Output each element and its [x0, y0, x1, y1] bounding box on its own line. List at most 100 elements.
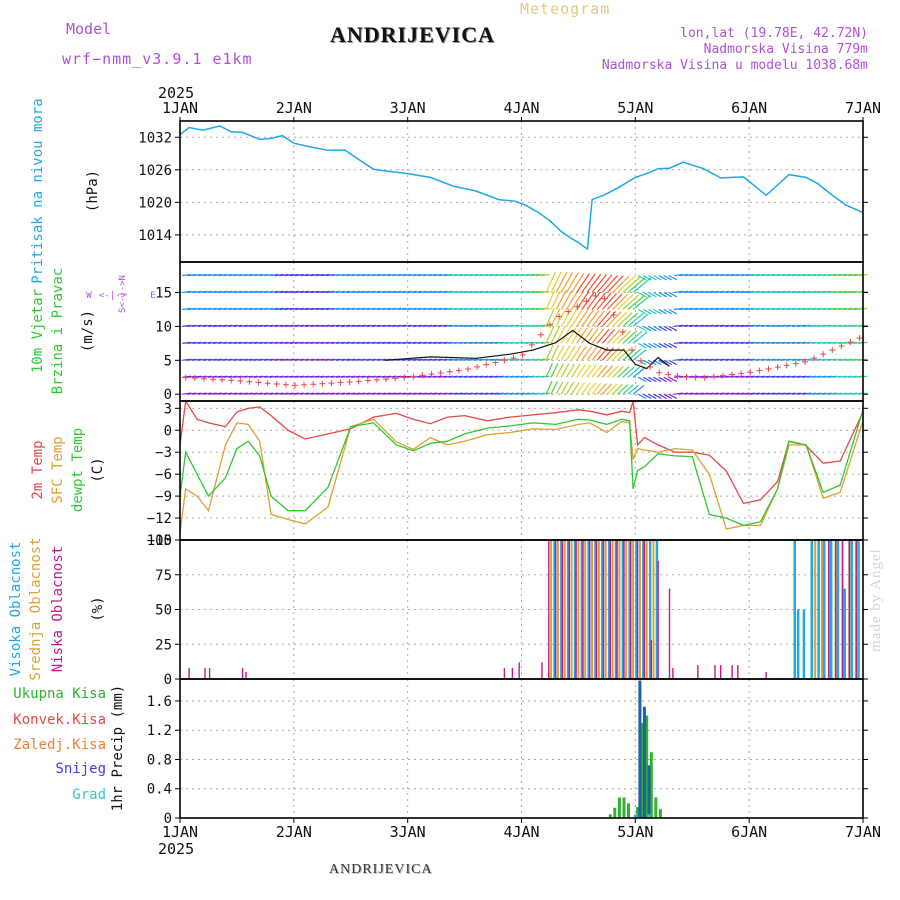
bar-niska-oblacnost	[616, 540, 618, 679]
bar-visoka-oblacnost	[648, 540, 652, 679]
wind-barb	[515, 273, 525, 277]
wind-barb	[218, 324, 228, 327]
bar-niska-oblacnost	[208, 667, 211, 679]
compass-arrow: <-|->	[99, 291, 127, 301]
wind-barb	[269, 341, 279, 344]
wind-barb	[346, 290, 356, 294]
wind-barb	[591, 292, 606, 310]
wind-barb	[761, 375, 771, 378]
bar-ukupna-kisa	[617, 797, 621, 818]
x-tick-label-bottom: 3JAN	[390, 823, 426, 841]
wind-barb	[571, 327, 583, 344]
wind-barb	[243, 307, 253, 311]
wind-barb	[781, 307, 791, 311]
wind-barb	[192, 375, 202, 378]
wind-barb	[576, 345, 587, 361]
wind-barb	[643, 291, 652, 298]
x-tick-label-top: 3JAN	[390, 99, 426, 117]
wind-barb	[545, 326, 555, 344]
wind-barb	[223, 375, 233, 378]
wind-barb	[207, 341, 217, 344]
wind-barb	[422, 324, 433, 327]
wind-barb	[540, 273, 550, 277]
wind-barb	[560, 290, 573, 310]
wind-barb	[428, 358, 438, 361]
wind-barb	[433, 290, 443, 294]
wind-barb	[387, 273, 397, 277]
y-tick-label: 1014	[138, 228, 172, 244]
wind-barb	[720, 375, 730, 378]
wind-barb	[550, 308, 561, 327]
wind-barb	[279, 358, 289, 361]
wind-barb	[366, 290, 376, 294]
wind-barb	[463, 341, 473, 344]
wind-barb	[484, 358, 494, 361]
wind-barb	[755, 324, 765, 327]
wind-barb	[750, 358, 760, 361]
wind-barb	[827, 290, 837, 294]
wind-barb	[294, 307, 304, 311]
wind-barb	[253, 307, 263, 311]
wind-barb	[643, 359, 652, 366]
wind-barb	[433, 341, 443, 344]
wind-barb	[535, 324, 545, 327]
wind-barb	[807, 392, 817, 395]
bar-srednja-oblacnost	[611, 540, 614, 679]
wind-barb	[591, 328, 605, 344]
wind-barb	[453, 307, 463, 311]
wind-barb	[658, 291, 667, 298]
wind-barb	[550, 363, 559, 378]
wind-barb	[356, 307, 366, 311]
wind-barb	[827, 324, 837, 327]
wind-barb	[356, 341, 366, 344]
wind-barb	[264, 358, 274, 361]
wind-barb	[555, 308, 567, 327]
wind-barb	[591, 346, 604, 361]
wind-barb	[540, 290, 550, 294]
wind-barb	[335, 273, 345, 277]
wind-barb	[520, 273, 530, 277]
wind-barb	[637, 291, 647, 298]
wind-barb	[407, 324, 417, 327]
wind-barb	[555, 381, 564, 395]
wind-barb	[807, 307, 817, 311]
series-line-2m-temp	[179, 399, 864, 505]
wind-barb	[366, 341, 376, 344]
wind-barb	[771, 358, 781, 361]
bar-srednja-oblacnost	[618, 540, 621, 679]
wind-barb	[766, 341, 776, 344]
wind-barb	[382, 324, 392, 327]
wind-barb	[530, 273, 540, 277]
wind-barb	[463, 290, 473, 294]
wind-barb	[627, 312, 644, 327]
wind-barb	[781, 375, 791, 378]
wind-barb	[689, 307, 699, 311]
wind-barb	[463, 324, 473, 327]
wind-barb	[699, 307, 709, 311]
wind-barb	[848, 358, 858, 361]
wind-barb	[494, 273, 504, 277]
wind-barb	[673, 341, 684, 344]
wind-barb	[207, 324, 217, 327]
wind-barb	[253, 392, 263, 395]
wind-barb	[663, 342, 672, 349]
wind-barb	[335, 375, 345, 378]
wind-barb	[504, 307, 514, 311]
wind-barb	[269, 375, 279, 378]
wind-barb	[622, 276, 641, 293]
wind-barb	[817, 341, 827, 344]
wind-barb	[714, 341, 725, 344]
bar-ukupna-kisa	[636, 807, 640, 818]
wind-barb	[484, 307, 494, 311]
wind-barb	[202, 324, 212, 327]
wind-barb	[397, 341, 407, 344]
wind-barb	[412, 375, 422, 378]
wind-barb	[417, 392, 427, 395]
wind-barb	[264, 273, 274, 277]
wind-barb	[673, 307, 684, 311]
bar-niska-oblacnost	[650, 640, 652, 679]
wind-barb	[648, 376, 657, 383]
wind-barb	[684, 358, 694, 361]
wind-barb	[796, 341, 806, 344]
wind-barb	[294, 273, 304, 277]
